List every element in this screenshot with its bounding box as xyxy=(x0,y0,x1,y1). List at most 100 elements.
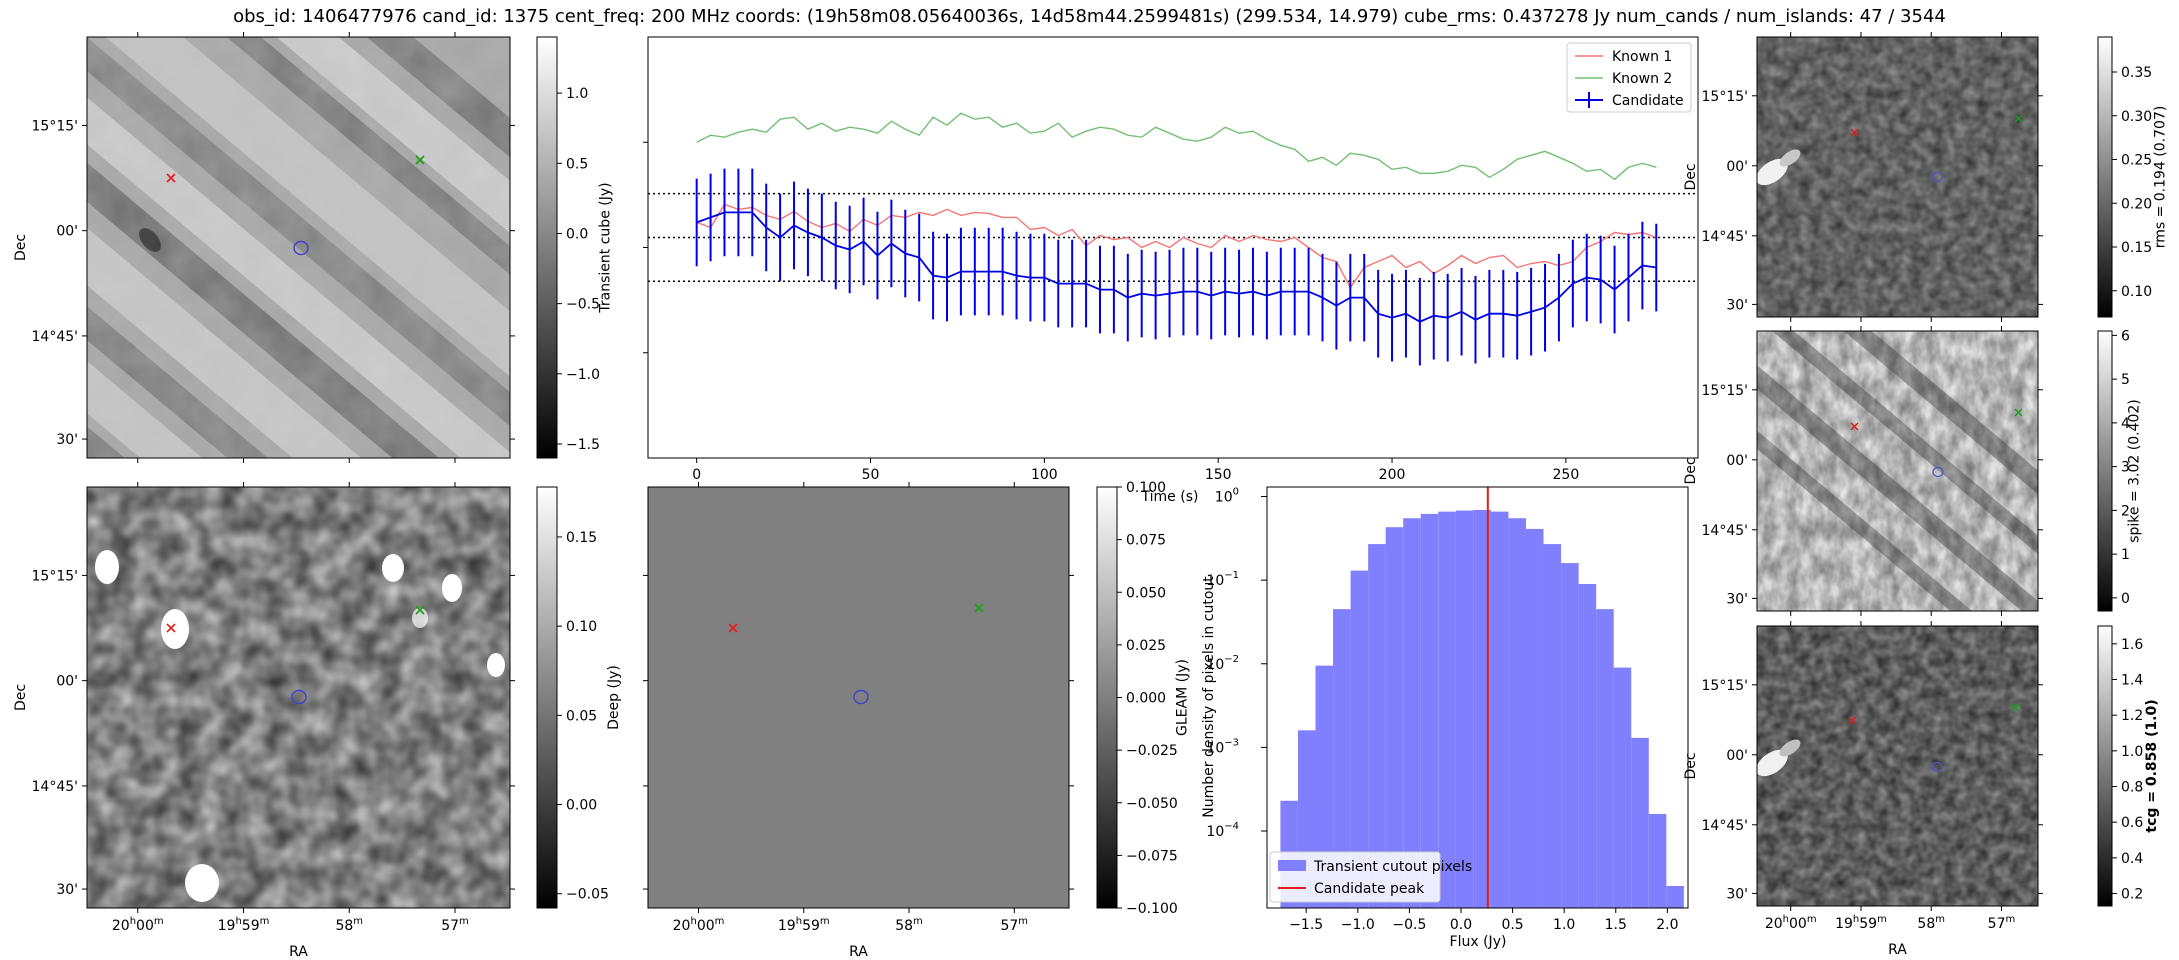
hist-ytick-label: 100 xyxy=(1215,487,1239,506)
colorbar-label: Deep (Jy) xyxy=(606,665,622,730)
colorbar-tick-label: 0.10 xyxy=(566,619,597,635)
colorbar-tick-label: −0.050 xyxy=(1126,796,1178,812)
dec-tick-label: 14°45' xyxy=(1702,523,1748,539)
hist-bar xyxy=(1561,563,1579,908)
ra-tick-label: 57m xyxy=(441,916,469,934)
hist-bar xyxy=(1508,518,1526,908)
hist-bar xyxy=(1578,583,1597,908)
dec-tick-label: 15°15' xyxy=(32,118,78,134)
series-line-known-1 xyxy=(696,203,1657,289)
colorbar-tick-label: −1.5 xyxy=(566,437,600,453)
hist-bar xyxy=(1613,667,1632,908)
dec-tick-label: 14°45' xyxy=(32,779,78,795)
lightcurve-x-axis: 0 50 100 150 200 250 xyxy=(643,141,1579,483)
lightcurve-xlabel: Time (s) xyxy=(1141,489,1199,505)
histogram-xlabel: Flux (Jy) xyxy=(1450,934,1507,950)
colorbar-tick-label: 0.8 xyxy=(2121,780,2143,796)
colorbar-tick-label: −1.0 xyxy=(566,367,600,383)
colorbar-tick-label: 4 xyxy=(2121,416,2130,432)
dec-axis-label: Dec xyxy=(13,684,29,711)
hist-bar xyxy=(1648,813,1667,908)
colorbar-tick-label: 0.075 xyxy=(1126,533,1166,549)
lc-xtick-label: 100 xyxy=(1031,467,1058,483)
colorbar-tick-label: 0.30 xyxy=(2121,109,2152,125)
colorbar-tick-label: 0.0 xyxy=(566,226,588,242)
colorbar-tick-label: 0.15 xyxy=(566,530,597,546)
colorbar-tick-label: 0 xyxy=(2121,591,2130,607)
ra-axis-label: RA xyxy=(849,944,868,960)
colorbar-tick-label: 1.0 xyxy=(2121,744,2143,760)
colorbar-gleam xyxy=(1096,486,1118,909)
legend-peak-label: Candidate peak xyxy=(1314,881,1425,897)
colorbar-tick-label: −0.5 xyxy=(566,297,600,313)
lc-xtick-label: 50 xyxy=(862,467,880,483)
hist-bar xyxy=(1368,544,1386,908)
colorbar-tick-label: −0.075 xyxy=(1126,848,1178,864)
dec-tick-label: 30' xyxy=(56,432,78,448)
colorbar-deep xyxy=(536,486,558,909)
colorbar-tick-label: 0.00 xyxy=(566,798,597,814)
dec-tick-label: 14°45' xyxy=(32,329,78,345)
colorbar-tick-label: −0.05 xyxy=(566,887,609,903)
hist-bar xyxy=(1350,570,1369,908)
colorbar-tick-label: 3 xyxy=(2121,460,2130,476)
colorbar-label: rms = 0.194 (0.707) xyxy=(2152,106,2168,249)
ra-tick-label: 20h00m xyxy=(673,916,725,934)
colorbar-tick-label: 5 xyxy=(2121,372,2130,388)
colorbar-label: Transient cube (Jy) xyxy=(597,182,613,313)
colorbar-tick-label: 0.100 xyxy=(1126,480,1166,496)
series-line-candidate xyxy=(696,211,1657,323)
dec-tick-label: 15°15' xyxy=(1702,678,1748,694)
dec-tick-label: 00' xyxy=(1726,159,1748,175)
marker-known2 xyxy=(415,155,425,165)
lightcurve-axes xyxy=(647,36,1699,459)
colorbar-tick-label: 0.5 xyxy=(566,156,588,172)
ra-tick-label: 58m xyxy=(895,916,923,934)
dec-tick-label: 14°45' xyxy=(1702,818,1748,834)
legend-candidate-label: Candidate xyxy=(1612,93,1684,109)
colorbar-tick-label: 0.000 xyxy=(1126,691,1166,707)
ra-tick-label: 19h59m xyxy=(1835,914,1887,932)
tcg-image xyxy=(1756,625,2039,907)
dec-axis-label: Dec xyxy=(13,234,29,261)
dec-tick-label: 15°15' xyxy=(1702,89,1748,105)
hist-bar xyxy=(1525,528,1544,908)
hist-xtick-label: −1.0 xyxy=(1341,917,1375,933)
hist-bar xyxy=(1543,544,1562,908)
hist-bar xyxy=(1420,513,1439,908)
colorbar-label: GLEAM (Jy) xyxy=(1175,659,1191,736)
hist-bar xyxy=(1333,609,1351,908)
spike-image xyxy=(1756,330,2039,612)
lightcurve-legend: Known 1 Known 2 Candidate xyxy=(1566,42,1692,113)
legend-known2-label: Known 2 xyxy=(1612,71,1672,87)
ra-tick-label: 19h59m xyxy=(218,916,270,934)
deep-image xyxy=(86,486,511,909)
colorbar-tick-label: 0.050 xyxy=(1126,585,1166,601)
deep-bright-sources xyxy=(95,550,505,902)
legend-hist-label: Transient cutout pixels xyxy=(1313,859,1472,875)
dec-axis-label: Dec xyxy=(1683,752,1699,779)
colorbar-tick-label: 0.2 xyxy=(2121,887,2143,903)
ra-tick-label: 19h59m xyxy=(778,916,830,934)
gleam-image xyxy=(647,486,1070,909)
ra-tick-label: 58m xyxy=(335,916,363,934)
colorbar-spike xyxy=(2097,330,2113,612)
histogram-legend: Transient cutout pixels Candidate peak xyxy=(1269,851,1472,903)
colorbar-tick-label: 0.20 xyxy=(2121,196,2152,212)
dec-tick-label: 00' xyxy=(1726,748,1748,764)
hist-bar xyxy=(1385,527,1404,908)
colorbar-label: spike = 3.02 (0.402) xyxy=(2127,399,2143,543)
ra-tick-label: 57m xyxy=(1000,916,1028,934)
lc-xtick-label: 0 xyxy=(692,467,701,483)
colorbar-tick-label: 0.15 xyxy=(2121,240,2152,256)
rms-image xyxy=(1756,36,2039,318)
transient-cube-image xyxy=(86,36,511,459)
colorbar-tick-label: 0.6 xyxy=(2121,815,2143,831)
colorbar-tick-label: −0.100 xyxy=(1126,901,1178,917)
ra-tick-label: 20h00m xyxy=(112,916,164,934)
hist-bar xyxy=(1455,510,1474,908)
ra-tick-label: 57m xyxy=(1988,914,2016,932)
hist-bar xyxy=(1473,510,1491,908)
ra-axis-label: RA xyxy=(1888,942,1907,958)
